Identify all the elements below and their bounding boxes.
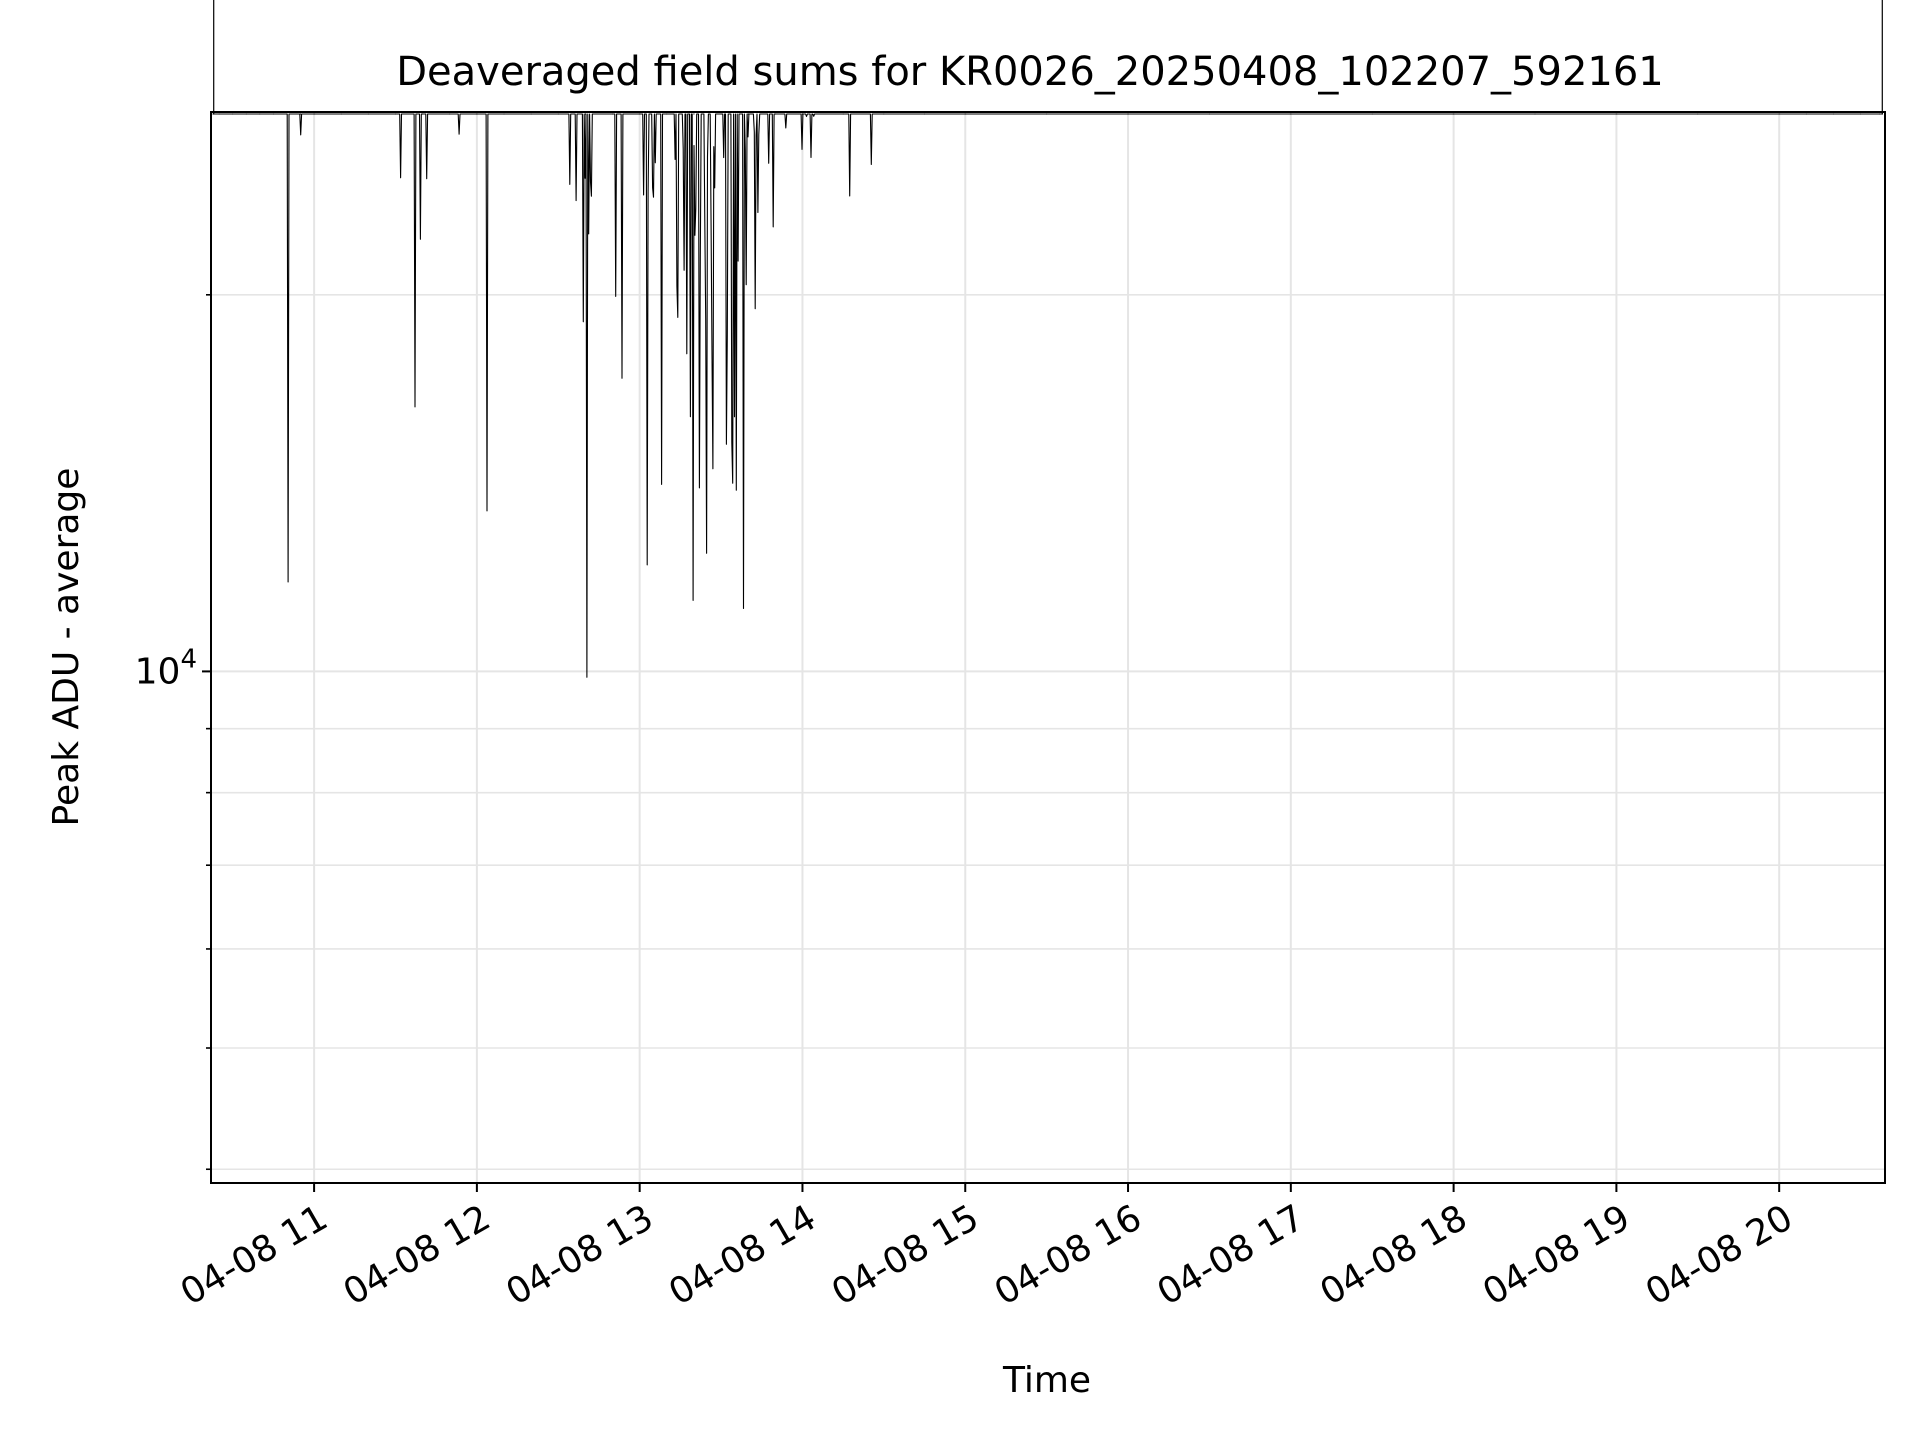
y-axis-label: Peak ADU - average [46, 468, 87, 827]
data-point [286, 113, 288, 115]
data-point [394, 113, 397, 115]
data-point [1859, 113, 1862, 115]
data-point [720, 113, 722, 115]
data-point [1697, 113, 1699, 115]
data-point [1046, 113, 1048, 115]
data-point [313, 113, 315, 115]
data-point [213, 113, 215, 115]
data-point [1805, 113, 1807, 115]
data-point [774, 113, 776, 115]
data-point [1615, 113, 1618, 115]
data-point [422, 113, 424, 115]
data-point [449, 113, 451, 115]
data-point [1208, 113, 1211, 115]
data-point [503, 113, 505, 115]
data-point [232, 113, 234, 115]
data-point [923, 113, 926, 115]
data-point [801, 113, 804, 115]
data-point [584, 113, 587, 115]
data-point [530, 113, 532, 115]
x-axis-label: Time [1002, 1360, 1091, 1401]
data-point [476, 113, 478, 115]
data-point [842, 113, 844, 115]
data-point [1881, 113, 1883, 115]
y-axis: 104105106107 [135, 294, 211, 1171]
data-line [212, 113, 1883, 678]
data-point [747, 113, 749, 115]
data-point [1127, 113, 1129, 115]
data-point [883, 113, 885, 115]
data-point [964, 113, 966, 115]
data-point [1453, 113, 1455, 115]
data-point [299, 113, 302, 115]
data-point [693, 113, 695, 115]
data-point [1832, 113, 1835, 115]
data-point [1778, 113, 1780, 115]
data-point [611, 113, 614, 115]
data-point [259, 113, 261, 115]
data-point [639, 113, 641, 115]
data-point [1534, 113, 1536, 115]
data-point [340, 113, 342, 115]
chart-title: Deaveraged field sums for KR0026_2025040… [396, 49, 1664, 95]
data-point [272, 113, 275, 115]
data-point [1878, 113, 1881, 115]
data-point [367, 113, 369, 115]
data-point [1371, 113, 1373, 115]
data-point [1290, 113, 1292, 115]
y-tick-label: 104 [135, 644, 197, 692]
data-point [245, 113, 247, 115]
data-point [666, 113, 668, 115]
plot-frame [210, 111, 1886, 1184]
data-point [218, 113, 220, 115]
data-point [557, 113, 559, 115]
grid [211, 112, 1885, 1183]
